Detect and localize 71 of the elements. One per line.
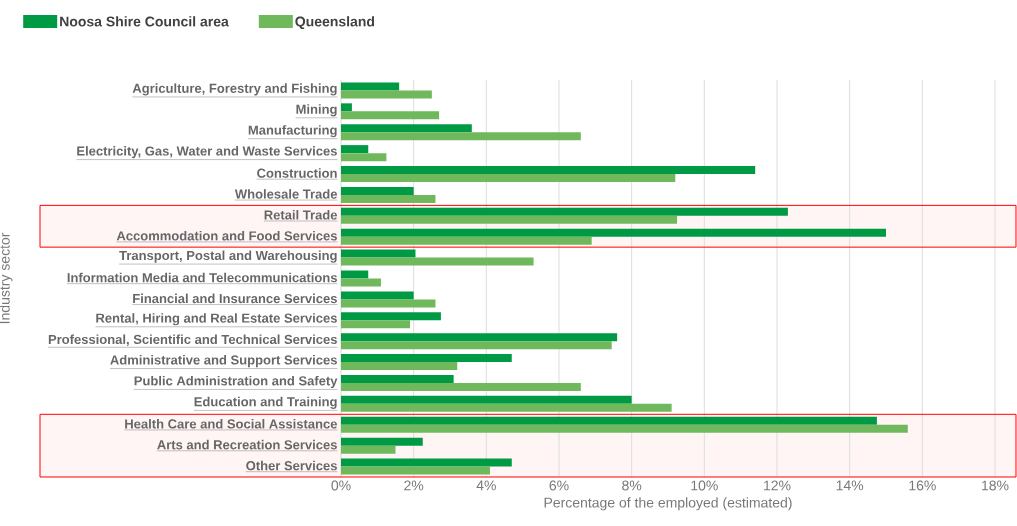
x-axis-title: Percentage of the employed (estimated) [544,497,792,511]
bar [341,312,441,321]
y-tick-label: Agriculture, Forestry and Fishing [132,83,337,96]
legend-label: Noosa Shire Council area [60,16,229,27]
x-tick-label: 14% [836,480,864,491]
bar [341,424,908,433]
bar [341,299,436,308]
bar [341,333,618,342]
y-tick-label: Financial and Insurance Services [133,293,337,304]
bar [341,132,581,141]
y-tick-label: Retail Trade [264,210,338,220]
bar [341,236,592,245]
y-tick-label: Mining [296,104,337,117]
bar [341,82,400,91]
bar [341,341,612,350]
bar [341,362,458,371]
bar [341,166,756,175]
bar [341,124,472,133]
y-axis-title: Industry sector [0,232,13,324]
bar [341,194,436,203]
y-tick-label: Administrative and Support Services [110,355,337,368]
x-tick-label: 6% [549,480,569,491]
y-tick-label: Transport, Postal and Warehousing [119,250,337,263]
bar [341,382,581,391]
bar [341,153,387,162]
bar [341,215,678,224]
x-tick-label: 0% [331,480,351,491]
x-tick-label: 12% [764,480,791,491]
y-tick-label: Manufacturing [248,125,337,138]
bar [341,395,632,404]
y-tick-label: Other Services [246,460,337,471]
y-tick-label: Information Media and Telecommunications [67,272,337,283]
y-tick-label: Wholesale Trade [234,189,338,199]
bar [341,228,886,237]
bar [341,445,396,454]
y-tick-label: Health Care and Social Assistance [125,418,338,429]
x-tick-label: 16% [909,480,936,491]
y-tick-label: Rental, Hiring and Real Estate Services [96,313,337,326]
bar [341,354,512,363]
x-tick-label: 2% [404,480,424,491]
y-tick-label: Electricity, Gas, Water and Waste Services [77,146,337,159]
y-tick-label: Education and Training [194,396,337,409]
y-tick-label: Construction [257,168,337,178]
bar [341,270,369,279]
bar [341,90,432,99]
bar [341,320,411,329]
x-tick-label: 18% [982,480,1009,491]
y-tick-label: Professional, Scientific and Technical Services [48,334,337,346]
bar [341,437,423,446]
bar [341,416,877,425]
bar [341,466,490,475]
bar [341,374,454,383]
bar [341,174,676,183]
y-tick-label: Arts and Recreation Services [157,439,337,450]
bar [341,249,416,258]
x-tick-label: 8% [622,480,642,491]
bar [341,278,381,287]
bar [341,145,369,154]
y-tick-label: Public Administration and Safety [134,375,338,389]
x-tick-label: 10% [691,480,718,491]
bar [341,458,512,467]
bar [341,403,672,412]
bar [341,111,440,120]
y-tick-label: Accommodation and Food Services [116,230,337,241]
x-tick-label: 4% [476,480,496,491]
bar [341,186,414,195]
bar [341,257,534,266]
bar [341,103,352,112]
bar [341,207,788,216]
bar [341,291,414,300]
legend-label: Queensland [295,16,375,30]
